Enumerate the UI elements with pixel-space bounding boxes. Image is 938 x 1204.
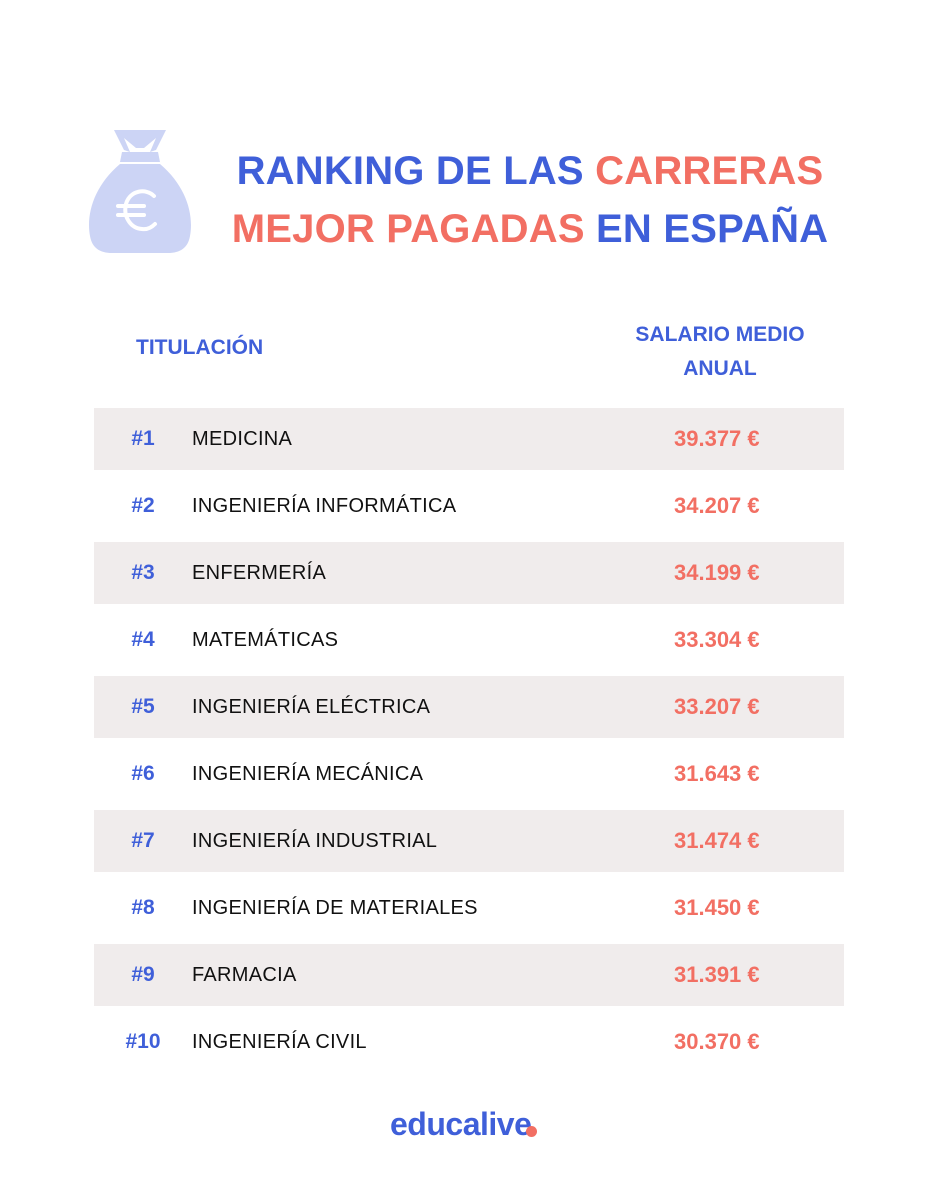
degree-name: INGENIERÍA ELÉCTRICA <box>192 695 431 718</box>
degree-name: INGENIERÍA INDUSTRIAL <box>192 829 438 852</box>
salario-header-line: SALARIO MEDIO <box>635 323 805 346</box>
salary: 39.377 € <box>674 426 760 451</box>
salary: 31.450 € <box>674 895 760 920</box>
degree-name: INGENIERÍA CIVIL <box>192 1030 367 1053</box>
table-row: #9 FARMACIA 31.391 € <box>94 944 844 1006</box>
rank: #8 <box>131 896 155 919</box>
title-part: CARRERAS <box>595 149 824 193</box>
rank: #2 <box>131 494 155 517</box>
table-row: #8 INGENIERÍA DE MATERIALES 31.450 € <box>94 877 844 939</box>
title-line-2: MEJOR PAGADAS EN ESPAÑA <box>210 200 850 258</box>
table-row: #6 INGENIERÍA MECÁNICA 31.643 € <box>94 743 844 805</box>
degree-name: MATEMÁTICAS <box>192 628 339 651</box>
column-header-titulacion: TITULACIÓN <box>136 336 264 359</box>
rank: #10 <box>125 1030 161 1053</box>
degree-name: INGENIERÍA INFORMÁTICA <box>192 494 457 517</box>
rank: #1 <box>131 427 155 450</box>
degree-name: INGENIERÍA MECÁNICA <box>192 762 424 785</box>
salary: 30.370 € <box>674 1029 760 1054</box>
salary: 31.391 € <box>674 962 760 987</box>
column-header-salario: SALARIO MEDIO ANUAL <box>610 318 830 386</box>
table-row: #5 INGENIERÍA ELÉCTRICA 33.207 € <box>94 676 844 738</box>
title-part: RANKING DE LAS <box>236 149 596 193</box>
logo-dot-icon <box>526 1126 538 1137</box>
degree-name: FARMACIA <box>192 963 297 986</box>
rank: #3 <box>131 561 155 584</box>
salary: 31.474 € <box>674 828 760 853</box>
title-part: EN ESPAÑA <box>596 207 829 251</box>
page-title: RANKING DE LAS CARRERAS MEJOR PAGADAS EN… <box>210 142 850 258</box>
rank: #6 <box>131 762 155 785</box>
salario-header-line: ANUAL <box>683 357 757 380</box>
table-row: #1 MEDICINA 39.377 € <box>94 408 844 470</box>
rank: #4 <box>131 628 155 651</box>
title-part: MEJOR PAGADAS <box>231 207 597 251</box>
rank: #5 <box>131 695 155 718</box>
salary: 34.199 € <box>674 560 760 585</box>
salary: 31.643 € <box>674 761 760 786</box>
table-row: #7 INGENIERÍA INDUSTRIAL 31.474 € <box>94 810 844 872</box>
money-bag-euro-icon <box>86 126 194 256</box>
table-row: #2 INGENIERÍA INFORMÁTICA 34.207 € <box>94 475 844 537</box>
table-row: #10 INGENIERÍA CIVIL 30.370 € <box>94 1011 844 1073</box>
educalive-logo: educalive <box>390 1106 538 1143</box>
salary: 33.304 € <box>674 627 760 652</box>
salary: 34.207 € <box>674 493 760 518</box>
title-line-1: RANKING DE LAS CARRERAS <box>210 142 850 200</box>
rank: #7 <box>131 829 155 852</box>
rank: #9 <box>131 963 155 986</box>
degree-name: MEDICINA <box>192 427 293 450</box>
degree-name: ENFERMERÍA <box>192 561 327 584</box>
logo-text: educalive <box>390 1106 532 1142</box>
salary: 33.207 € <box>674 694 760 719</box>
degree-name: INGENIERÍA DE MATERIALES <box>192 896 478 919</box>
table-row: #4 MATEMÁTICAS 33.304 € <box>94 609 844 671</box>
ranking-table: #1 MEDICINA 39.377 € #2 INGENIERÍA INFOR… <box>94 408 844 1078</box>
table-row: #3 ENFERMERÍA 34.199 € <box>94 542 844 604</box>
